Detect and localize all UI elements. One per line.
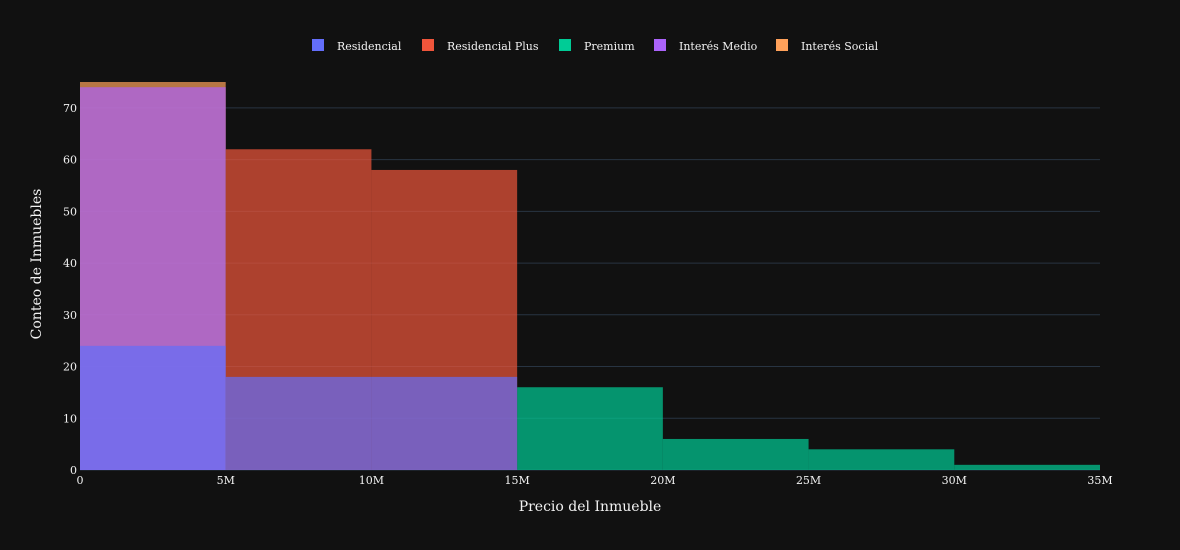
bar[interactable]: [662, 438, 809, 470]
y-tick-label: 20: [63, 361, 77, 374]
legend-label: Premium: [584, 40, 635, 53]
y-tick-label: 0: [70, 464, 77, 477]
x-tick-label: 0: [77, 474, 84, 487]
bars: [80, 82, 1100, 471]
y-tick-label: 40: [63, 257, 77, 270]
x-tick-label: 30M: [942, 474, 967, 487]
y-tick-label: 50: [63, 205, 77, 218]
x-tick-label: 15M: [505, 474, 530, 487]
legend-item[interactable]: Premium: [559, 39, 635, 53]
legend-swatch: [654, 39, 666, 51]
x-tick-label: 35M: [1087, 474, 1112, 487]
legend-label: Residencial: [337, 40, 402, 53]
legend-swatch: [422, 39, 434, 51]
x-tick-label: 5M: [217, 474, 235, 487]
bar[interactable]: [80, 345, 226, 470]
legend-swatch: [312, 39, 324, 51]
bar[interactable]: [371, 376, 518, 470]
legend-item[interactable]: Interés Medio: [654, 39, 758, 53]
legend[interactable]: Residencial Residencial Plus Premium Interé…: [312, 39, 879, 53]
legend-label: Residencial Plus: [447, 40, 539, 53]
bar[interactable]: [517, 387, 663, 470]
y-tick-label: 70: [63, 102, 77, 115]
y-axis-title: Conteo de Inmuebles: [29, 189, 45, 340]
bar[interactable]: [808, 449, 955, 470]
legend-item[interactable]: Residencial Plus: [422, 39, 539, 53]
legend-label: Interés Medio: [679, 40, 758, 53]
legend-label: Interés Social: [801, 40, 879, 53]
bar[interactable]: [954, 464, 1100, 470]
legend-item[interactable]: Residencial: [312, 39, 402, 53]
y-tick-label: 60: [63, 154, 77, 167]
legend-swatch: [559, 39, 571, 51]
y-axis-ticks: 0 10 20 30 40 50 60 70: [63, 102, 77, 477]
x-axis-title: Precio del Inmueble: [519, 499, 662, 515]
legend-swatch: [776, 39, 788, 51]
y-tick-label: 10: [63, 412, 77, 425]
x-axis-ticks: 0 5M 10M 15M 20M 25M 30M 35M: [77, 474, 1113, 487]
x-tick-label: 20M: [650, 474, 675, 487]
x-tick-label: 25M: [796, 474, 821, 487]
y-tick-label: 30: [63, 309, 77, 322]
x-tick-label: 10M: [359, 474, 384, 487]
bar[interactable]: [225, 376, 372, 470]
legend-item[interactable]: Interés Social: [776, 39, 879, 53]
